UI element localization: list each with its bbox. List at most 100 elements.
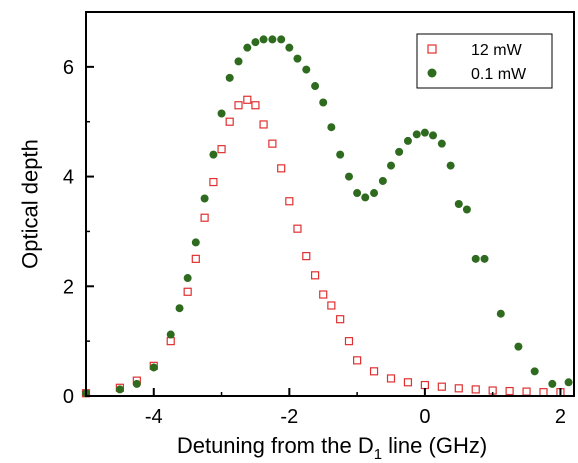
x-axis-label-subscript: 1 xyxy=(374,446,382,463)
data-point-circle xyxy=(243,43,252,52)
data-point-square xyxy=(420,380,429,390)
data-point-circle xyxy=(514,342,523,351)
legend-label-12mw: 12 mW xyxy=(471,42,523,59)
x-tick-label: -2 xyxy=(280,406,298,428)
data-point-circle xyxy=(437,139,446,148)
data-point-circle xyxy=(327,123,336,132)
data-point-square xyxy=(209,177,218,187)
data-point-square xyxy=(191,254,200,263)
data-point-square xyxy=(293,224,302,233)
data-marks xyxy=(81,35,573,398)
data-point-circle xyxy=(403,136,412,145)
data-point-circle xyxy=(336,150,345,159)
legend: 12 mW 0.1 mW xyxy=(416,33,553,89)
data-point-circle xyxy=(166,330,175,339)
data-point-square xyxy=(234,101,243,110)
data-point-square xyxy=(259,120,268,129)
data-point-circle xyxy=(217,109,226,118)
data-point-circle xyxy=(319,98,328,107)
data-point-square xyxy=(251,101,260,110)
data-point-circle xyxy=(530,367,539,376)
x-axis-label-tail: line (GHz) xyxy=(382,433,487,458)
legend-item-01mw: 0.1 mW xyxy=(427,66,527,83)
y-tick-label: 6 xyxy=(63,57,74,79)
legend-label-01mw: 0.1 mW xyxy=(471,66,527,83)
data-point-square xyxy=(403,378,413,387)
data-point-square xyxy=(369,367,379,376)
data-point-circle xyxy=(191,238,200,247)
data-point-circle xyxy=(175,304,184,313)
data-point-square xyxy=(336,315,345,324)
data-point-circle xyxy=(251,38,260,47)
data-point-circle xyxy=(225,73,234,82)
data-point-circle xyxy=(395,147,404,156)
legend-item-12mw: 12 mW xyxy=(427,42,523,59)
data-point-square xyxy=(183,287,192,296)
data-point-circle xyxy=(480,254,489,263)
x-tick-label: 2 xyxy=(555,406,566,428)
data-point-circle xyxy=(387,161,395,170)
x-tick-label: -4 xyxy=(145,406,163,428)
data-point-square xyxy=(386,374,396,383)
data-point-square xyxy=(471,385,480,394)
data-point-circle xyxy=(496,309,505,318)
data-point-square xyxy=(344,337,354,346)
series-1 xyxy=(82,35,573,398)
data-point-circle xyxy=(471,254,480,263)
data-point-circle xyxy=(370,189,379,198)
data-point-circle xyxy=(462,205,471,214)
data-point-circle xyxy=(548,379,557,388)
y-tick-label: 0 xyxy=(63,386,74,408)
data-point-circle xyxy=(344,172,353,181)
legend-box xyxy=(416,33,553,89)
data-point-circle xyxy=(420,128,429,137)
legend-marker-open-square xyxy=(427,44,437,54)
data-point-square xyxy=(327,301,336,310)
data-point-square xyxy=(243,95,252,104)
data-point-square xyxy=(277,164,286,173)
y-axis-label: Optical depth xyxy=(18,139,43,269)
plot-frame xyxy=(85,11,575,397)
data-point-circle xyxy=(353,189,362,198)
data-point-square xyxy=(225,117,234,126)
data-point-square xyxy=(268,139,277,148)
data-point-circle xyxy=(259,35,268,44)
data-point-circle xyxy=(361,193,370,202)
data-point-circle xyxy=(209,150,218,159)
data-point-circle xyxy=(268,35,277,44)
series-0 xyxy=(81,95,565,398)
data-point-circle xyxy=(285,43,294,52)
data-point-circle xyxy=(454,200,463,208)
data-point-square xyxy=(353,356,362,365)
data-point-square xyxy=(454,384,463,393)
data-point-square xyxy=(505,386,514,396)
data-point-circle xyxy=(183,274,192,283)
data-point-square xyxy=(217,145,226,154)
data-point-circle xyxy=(132,379,141,388)
data-point-square xyxy=(285,197,294,206)
x-axis-label: Detuning from the D1 line (GHz) xyxy=(177,433,487,463)
x-tick-label: 0 xyxy=(419,406,430,428)
data-point-circle xyxy=(412,130,421,139)
data-point-square xyxy=(200,213,209,222)
data-point-circle xyxy=(234,57,243,66)
data-point-circle xyxy=(302,65,311,74)
x-axis-label-main: Detuning from the D xyxy=(177,433,374,458)
data-point-circle xyxy=(429,131,438,140)
data-point-square xyxy=(166,337,175,346)
legend-marker-filled-circle xyxy=(427,68,437,78)
data-point-square xyxy=(302,252,311,261)
data-point-circle xyxy=(564,378,573,387)
data-point-square xyxy=(522,387,531,396)
data-point-circle xyxy=(311,82,320,91)
data-point-square xyxy=(539,388,548,397)
data-point-circle xyxy=(446,161,455,170)
y-tick-label: 2 xyxy=(63,276,74,298)
data-point-circle xyxy=(115,385,124,394)
axis-ticks: -4 -2 0 2 0 2 4 6 xyxy=(63,57,566,428)
y-tick-label: 4 xyxy=(63,167,74,189)
data-point-circle xyxy=(277,35,286,44)
data-point-circle xyxy=(149,363,158,372)
data-point-square xyxy=(310,271,320,280)
